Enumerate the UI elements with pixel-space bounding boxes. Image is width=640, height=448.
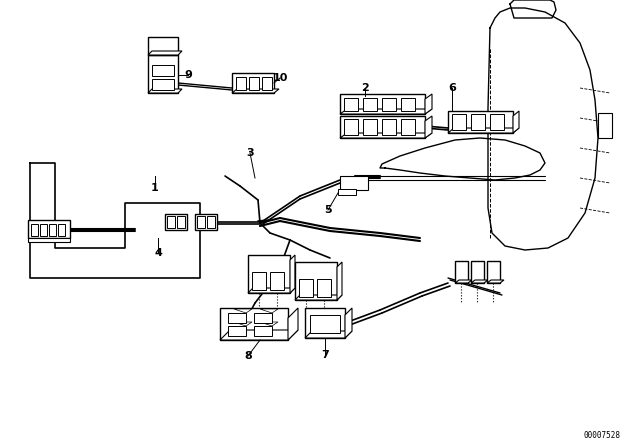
Polygon shape — [234, 309, 252, 313]
Bar — [363, 119, 377, 135]
Bar — [401, 98, 415, 111]
Bar — [340, 176, 368, 190]
Bar — [254, 326, 272, 336]
Bar — [382, 98, 396, 111]
Bar — [262, 77, 272, 90]
Polygon shape — [290, 255, 295, 293]
Polygon shape — [425, 94, 432, 114]
Polygon shape — [337, 262, 342, 300]
Polygon shape — [471, 280, 488, 283]
Bar — [254, 313, 272, 323]
Polygon shape — [305, 331, 352, 338]
Bar — [598, 113, 612, 138]
Text: 10: 10 — [272, 73, 288, 83]
Bar — [220, 308, 288, 340]
Bar — [177, 216, 185, 228]
Polygon shape — [248, 288, 295, 293]
Bar — [487, 261, 500, 283]
Bar — [195, 214, 217, 230]
Bar — [344, 119, 358, 135]
Text: 1: 1 — [151, 183, 159, 193]
Bar — [455, 261, 468, 283]
Text: 6: 6 — [448, 83, 456, 93]
Bar — [401, 119, 415, 135]
Bar — [207, 216, 215, 228]
Bar — [252, 272, 266, 290]
Bar — [382, 119, 396, 135]
Bar — [152, 79, 174, 90]
Text: 5: 5 — [324, 205, 332, 215]
Bar — [270, 272, 284, 290]
Text: 00007528: 00007528 — [583, 431, 620, 440]
Bar — [165, 214, 187, 230]
Bar — [40, 224, 47, 236]
Bar — [197, 216, 205, 228]
Bar — [471, 114, 485, 130]
Bar — [228, 326, 246, 336]
Polygon shape — [260, 309, 278, 313]
Text: 8: 8 — [244, 351, 252, 361]
Bar — [49, 224, 56, 236]
Bar — [58, 224, 65, 236]
Bar — [28, 238, 70, 242]
Bar — [295, 262, 337, 300]
Bar — [152, 65, 174, 76]
Bar — [340, 94, 425, 114]
Polygon shape — [340, 133, 432, 138]
Bar — [31, 224, 38, 236]
Bar — [167, 216, 175, 228]
Bar — [305, 308, 345, 338]
Polygon shape — [448, 128, 519, 133]
Polygon shape — [513, 111, 519, 133]
Text: 4: 4 — [154, 248, 162, 258]
Text: 7: 7 — [321, 350, 329, 360]
Polygon shape — [340, 109, 432, 114]
Bar — [317, 279, 331, 297]
Polygon shape — [234, 322, 252, 326]
Bar — [310, 315, 340, 333]
Bar — [28, 220, 70, 238]
Polygon shape — [232, 89, 279, 93]
Text: 9: 9 — [184, 70, 192, 80]
Polygon shape — [148, 89, 182, 93]
Bar — [452, 114, 466, 130]
Bar — [249, 77, 259, 90]
Polygon shape — [220, 330, 298, 340]
Bar — [338, 189, 356, 195]
Bar — [248, 255, 290, 293]
Bar — [490, 114, 504, 130]
Bar — [299, 279, 313, 297]
Bar — [148, 37, 178, 55]
Bar — [228, 313, 246, 323]
Polygon shape — [288, 308, 298, 340]
Bar — [340, 116, 425, 138]
Text: 3: 3 — [246, 148, 254, 158]
Polygon shape — [260, 322, 278, 326]
Polygon shape — [487, 280, 504, 283]
Bar — [344, 98, 358, 111]
Bar — [236, 77, 246, 90]
Bar — [448, 111, 513, 133]
Polygon shape — [345, 308, 352, 338]
Bar — [471, 261, 484, 283]
Bar — [148, 55, 178, 93]
Bar — [232, 73, 274, 93]
Polygon shape — [425, 116, 432, 138]
Polygon shape — [148, 51, 182, 55]
Polygon shape — [295, 295, 342, 300]
Polygon shape — [455, 280, 472, 283]
Bar — [363, 98, 377, 111]
Text: 2: 2 — [361, 83, 369, 93]
